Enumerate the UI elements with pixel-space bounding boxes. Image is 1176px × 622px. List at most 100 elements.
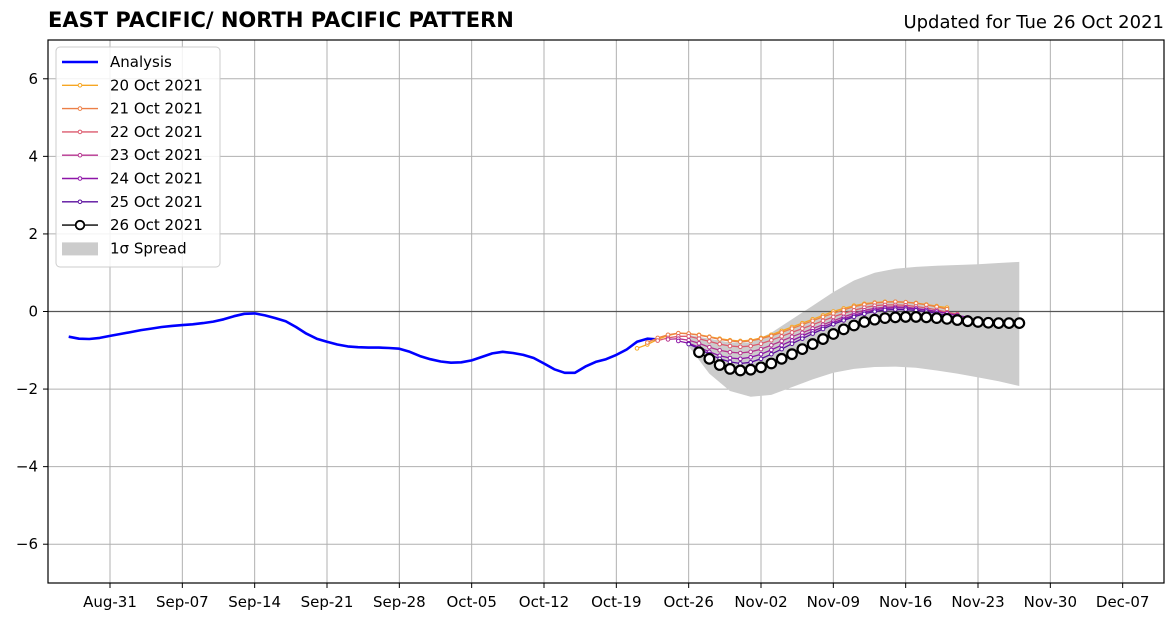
chart-subtitle: Updated for Tue 26 Oct 2021 — [903, 12, 1164, 33]
forecast-point — [769, 342, 774, 348]
forecast-point — [789, 334, 795, 340]
forecast-point — [655, 338, 660, 343]
forecast-point — [889, 311, 902, 324]
forecast-point — [707, 339, 712, 344]
forecast-point — [686, 341, 691, 347]
forecast-point — [645, 340, 650, 345]
forecast-point — [748, 338, 753, 344]
forecast-point — [696, 336, 702, 341]
forecast-point — [724, 363, 736, 375]
forecast-point — [841, 318, 846, 323]
forecast-point — [820, 318, 826, 324]
x-tick-label: Nov-30 — [1024, 593, 1077, 611]
forecast-point — [713, 359, 726, 371]
legend-label: 22 Oct 2021 — [110, 123, 203, 141]
spread-layer — [48, 261, 1164, 397]
legend-swatch-marker — [77, 199, 83, 205]
legend-swatch-marker — [77, 106, 83, 111]
forecast-point — [769, 351, 774, 357]
chart-title: EAST PACIFIC/ NORTH PACIFIC PATTERN — [48, 8, 514, 32]
forecast-point — [748, 354, 753, 360]
forecast-point — [727, 349, 733, 355]
legend-box — [55, 46, 221, 268]
forecast-point — [899, 311, 912, 323]
forecast-point — [758, 336, 764, 341]
forecast-point — [972, 316, 984, 328]
forecast-point — [789, 326, 795, 331]
legend-swatch-marker — [77, 152, 83, 158]
y-tick-label: −6 — [16, 535, 38, 553]
forecast-point — [765, 357, 778, 370]
forecast-point — [748, 360, 753, 365]
forecast-point — [831, 314, 836, 320]
forecast-point — [786, 348, 798, 361]
forecast-point — [779, 338, 784, 344]
forecast-point — [779, 346, 784, 352]
x-tick-label: Nov-09 — [807, 593, 860, 611]
forecast-point — [727, 343, 733, 349]
legend-label: 1σ Spread — [110, 239, 187, 257]
x-tick-label: Oct-12 — [519, 593, 569, 611]
forecast-point — [930, 312, 943, 324]
x-tick-label: Sep-28 — [373, 593, 426, 611]
forecast-point — [686, 334, 691, 339]
x-tick-label: Oct-05 — [446, 593, 496, 611]
forecast-point — [717, 347, 722, 353]
forecast-point — [868, 313, 881, 326]
y-tick-label: −2 — [16, 380, 38, 398]
legend-label: Analysis — [110, 53, 172, 71]
y-tick-label: 4 — [28, 147, 38, 165]
forecast-point — [1003, 317, 1015, 330]
forecast-point — [893, 307, 898, 312]
forecast-point — [727, 338, 733, 344]
x-tick-label: Nov-02 — [734, 593, 787, 611]
forecast-point — [806, 338, 819, 350]
x-tick-label: Aug-31 — [83, 593, 137, 611]
forecast-point — [738, 339, 743, 345]
x-tick-label: Dec-07 — [1096, 593, 1150, 611]
forecast-point — [738, 356, 743, 362]
forecast-point — [738, 350, 743, 356]
legend: Analysis 20 Oct 2021 21 Oct 2021 22 Oct 202… — [55, 46, 221, 268]
series-layer — [68, 299, 1026, 377]
forecast-point — [848, 319, 860, 332]
forecast-point — [920, 311, 933, 324]
forecast-point — [665, 337, 671, 342]
x-tick-label: Oct-26 — [663, 593, 713, 611]
forecast-point — [810, 322, 815, 327]
forecast-point — [858, 316, 871, 328]
forecast-point — [734, 364, 747, 377]
forecast-point — [800, 336, 805, 341]
forecast-point — [1013, 317, 1026, 330]
forecast-point — [837, 323, 850, 336]
legend-label: 21 Oct 2021 — [110, 100, 203, 118]
forecast-point — [779, 330, 784, 335]
forecast-point — [879, 312, 891, 324]
forecast-point — [634, 346, 640, 351]
forecast-point — [703, 352, 716, 365]
x-tick-label: Sep-21 — [301, 593, 354, 611]
legend-label: 24 Oct 2021 — [110, 170, 203, 188]
forecast-point — [676, 338, 681, 344]
forecast-point — [748, 349, 753, 355]
forecast-point — [982, 316, 995, 329]
forecast-point — [820, 326, 826, 332]
forecast-point — [810, 331, 815, 336]
forecast-point — [779, 342, 784, 348]
forecast-point — [789, 330, 795, 335]
forecast-point — [758, 356, 764, 362]
x-tick-label: Sep-14 — [228, 593, 281, 611]
forecast-point — [851, 314, 857, 320]
forecast-point — [738, 344, 743, 350]
forecast-point — [758, 346, 764, 352]
forecast-point — [707, 344, 712, 350]
y-tick-label: 6 — [28, 70, 38, 88]
forecast-point — [882, 307, 888, 313]
forecast-point — [744, 363, 757, 376]
x-tick-label: Nov-16 — [879, 593, 932, 611]
forecast-point — [769, 337, 774, 343]
forecast-point — [796, 343, 809, 356]
legend-label: 25 Oct 2021 — [110, 193, 203, 211]
forecast-point — [992, 317, 1005, 330]
